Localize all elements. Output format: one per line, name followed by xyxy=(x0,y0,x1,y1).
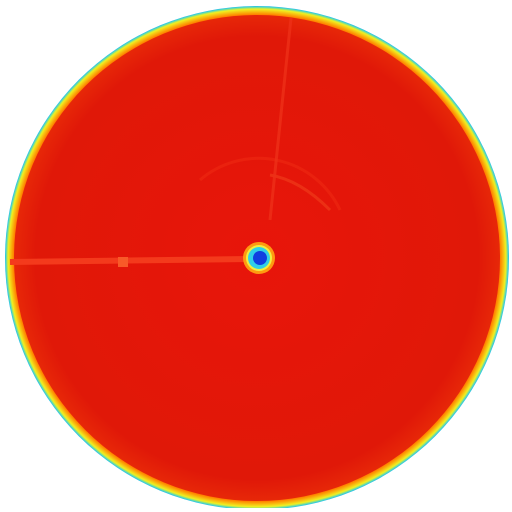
edge-mask xyxy=(0,508,512,512)
edge-mask xyxy=(0,0,512,4)
horizontal-streak xyxy=(9,256,251,265)
center-core xyxy=(253,251,267,265)
hot-pixel xyxy=(118,257,128,267)
vertical-streak xyxy=(268,17,293,221)
